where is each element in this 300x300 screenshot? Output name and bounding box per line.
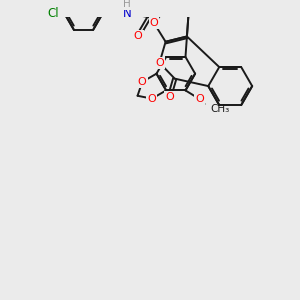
Text: H: H (123, 0, 131, 9)
Text: O: O (150, 18, 158, 28)
Text: O: O (138, 77, 147, 87)
Text: O: O (165, 92, 174, 102)
Text: O: O (195, 94, 204, 104)
Text: O: O (155, 58, 164, 68)
Text: N: N (123, 7, 131, 20)
Text: O: O (134, 31, 142, 41)
Text: CH₃: CH₃ (211, 104, 230, 114)
Text: O: O (148, 94, 156, 103)
Text: Cl: Cl (48, 7, 59, 20)
